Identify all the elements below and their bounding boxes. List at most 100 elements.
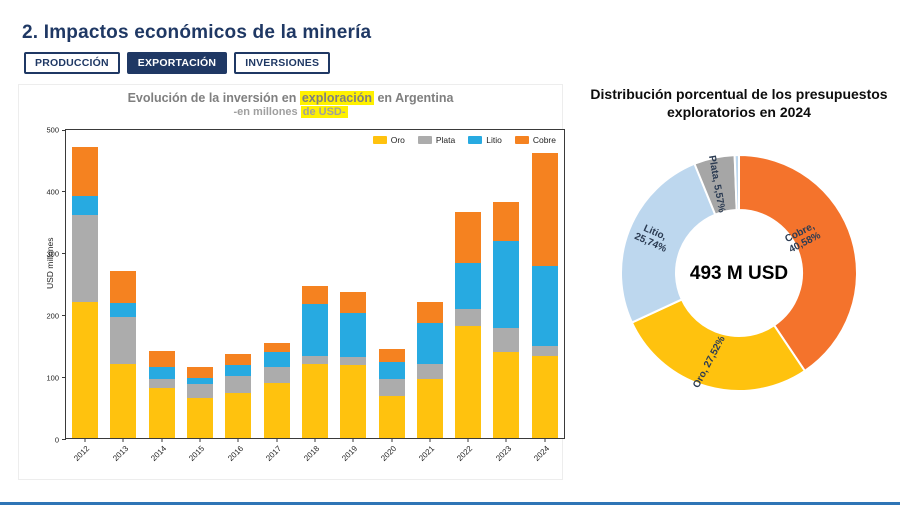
x-tick-label: 2014 [149, 444, 169, 463]
x-tick-label: 2020 [378, 444, 398, 463]
bar-2023: 2023 [493, 130, 520, 463]
y-tick-mark [62, 315, 66, 316]
bar-segment-plata-2023 [493, 327, 520, 353]
bar-segment-plata-2024 [531, 346, 558, 356]
bar-2019: 2019 [340, 130, 367, 463]
bar-segment-oro-2014 [148, 388, 175, 438]
x-tick-mark [467, 438, 469, 442]
bar-segment-litio-2018 [301, 304, 328, 356]
x-tick-mark [391, 438, 393, 442]
tab-bar: PRODUCCIÓN EXPORTACIÓN INVERSIONES [24, 52, 331, 74]
y-axis-label: USD millones [44, 237, 55, 290]
bar-segment-oro-2019 [340, 365, 367, 438]
bar-segment-cobre-2019 [340, 292, 367, 313]
bar-segment-litio-2015 [187, 377, 214, 385]
bar-2017: 2017 [263, 130, 290, 463]
tab-inversiones[interactable]: INVERSIONES [234, 52, 331, 74]
bar-2018: 2018 [301, 130, 328, 463]
y-tick-label: 200 [46, 311, 59, 321]
bar-2016: 2016 [225, 130, 252, 463]
legend-swatch-icon [514, 136, 529, 144]
bar-segment-litio-2020 [378, 362, 405, 380]
bar-2024: 2024 [531, 130, 558, 463]
y-tick-label: 100 [46, 373, 59, 383]
bar-segment-cobre-2015 [187, 366, 214, 378]
bar-2022: 2022 [455, 130, 482, 463]
bar-segment-plata-2019 [340, 357, 367, 366]
bar-segment-oro-2012 [72, 301, 99, 438]
bar-segment-oro-2022 [455, 326, 482, 438]
tab-produccion[interactable]: PRODUCCIÓN [24, 52, 120, 74]
donut-slice-cobre [738, 153, 858, 373]
bar-segment-oro-2013 [110, 363, 137, 438]
x-tick-mark [161, 438, 163, 442]
x-tick-label: 2017 [264, 444, 283, 463]
legend-label: Oro [390, 135, 405, 145]
x-tick-mark [505, 438, 507, 442]
bar-segment-plata-2018 [301, 355, 328, 364]
bar-chart-plot-area: USD millones 2012 2013 2014 2015 2016 2017 201… [45, 126, 565, 463]
bar-segment-cobre-2020 [378, 349, 405, 363]
x-tick-mark [544, 438, 546, 442]
bar-segment-plata-2016 [225, 376, 252, 394]
y-tick-mark [62, 253, 66, 254]
bar-segment-oro-2017 [263, 383, 290, 438]
bar-segment-oro-2020 [378, 395, 405, 438]
bottom-accent-rule [0, 502, 900, 505]
legend-item-cobre: Cobre [514, 135, 556, 145]
highlighted-text: de USD- [300, 106, 348, 118]
y-tick-label: 0 [54, 435, 59, 445]
x-tick-label: 2019 [340, 444, 360, 463]
page-title: 2. Impactos económicos de la minería [22, 22, 372, 43]
bar-2014: 2014 [148, 130, 175, 463]
bar-segment-cobre-2018 [301, 286, 328, 305]
bar-chart-subtitle: -en millones de USD- [19, 106, 562, 118]
bar-segment-oro-2018 [301, 363, 328, 438]
donut-slice-resto [733, 153, 740, 212]
text: -en millones [233, 106, 301, 118]
text: Evolución de la inversión en [127, 91, 300, 105]
bar-segment-cobre-2012 [72, 146, 99, 197]
donut-slice-oro [630, 298, 807, 392]
bar-chart-figure: Evolución de la inversión en exploración… [18, 84, 565, 480]
highlighted-text: exploración [299, 91, 374, 105]
bar-segment-litio-2013 [110, 303, 137, 318]
bar-2015: 2015 [187, 130, 214, 463]
bar-segment-cobre-2024 [531, 152, 558, 266]
x-tick-label: 2023 [493, 444, 513, 463]
tab-exportacion[interactable]: EXPORTACIÓN [126, 52, 228, 74]
x-tick-label: 2021 [417, 444, 437, 463]
donut-svg: Cobre,40,58%Oro, 27,52%Litio,25,74%Plata… [620, 153, 858, 392]
bar-2021: 2021 [416, 130, 443, 463]
bar-segment-plata-2015 [187, 384, 214, 398]
bar-segment-litio-2019 [340, 312, 367, 358]
bar-segment-litio-2021 [416, 323, 443, 364]
y-tick-mark [62, 191, 66, 192]
legend-swatch-icon [417, 136, 432, 144]
x-tick-mark [352, 438, 354, 442]
x-tick-mark [237, 438, 239, 442]
bar-segment-litio-2016 [225, 364, 252, 377]
bar-segment-litio-2017 [263, 352, 290, 367]
x-tick-label: 2013 [110, 444, 130, 463]
y-tick-label: 400 [46, 187, 59, 197]
x-tick-mark [84, 438, 86, 442]
legend-label: Plata [435, 135, 456, 145]
legend-label: Cobre [532, 135, 556, 145]
bar-segment-oro-2015 [187, 397, 214, 438]
x-tick-mark [314, 438, 316, 442]
bar-segment-litio-2012 [72, 196, 99, 215]
bar-segment-litio-2023 [493, 240, 520, 328]
bar-segment-cobre-2017 [263, 343, 290, 353]
legend-swatch-icon [372, 136, 387, 144]
legend-item-litio: Litio [468, 135, 502, 145]
bar-segment-oro-2016 [225, 393, 252, 438]
bar-segment-litio-2014 [148, 366, 175, 380]
x-tick-label: 2012 [72, 444, 92, 463]
bar-segment-oro-2021 [416, 379, 443, 438]
x-tick-label: 2022 [455, 444, 475, 463]
x-tick-label: 2018 [302, 444, 322, 463]
x-tick-mark [276, 438, 278, 442]
bar-segment-cobre-2016 [225, 354, 252, 365]
bar-segment-cobre-2021 [416, 301, 443, 324]
